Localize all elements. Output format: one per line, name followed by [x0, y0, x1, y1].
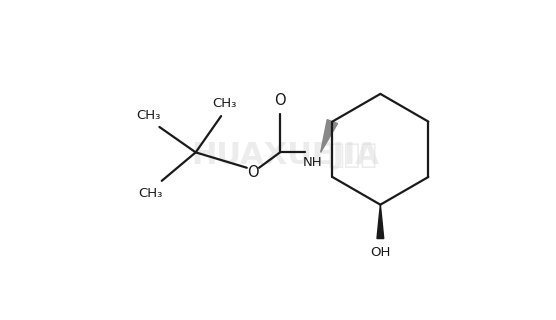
Text: 化学加: 化学加	[327, 141, 378, 170]
Text: OH: OH	[370, 245, 390, 259]
Text: CH₃: CH₃	[138, 187, 163, 200]
Text: CH₃: CH₃	[136, 109, 161, 122]
Text: NH: NH	[303, 156, 322, 169]
Text: O: O	[247, 165, 259, 180]
Polygon shape	[377, 205, 384, 238]
Text: HUAXUEJIA: HUAXUEJIA	[191, 141, 379, 170]
Polygon shape	[321, 120, 337, 152]
Text: CH₃: CH₃	[212, 97, 236, 110]
Text: O: O	[274, 92, 286, 108]
